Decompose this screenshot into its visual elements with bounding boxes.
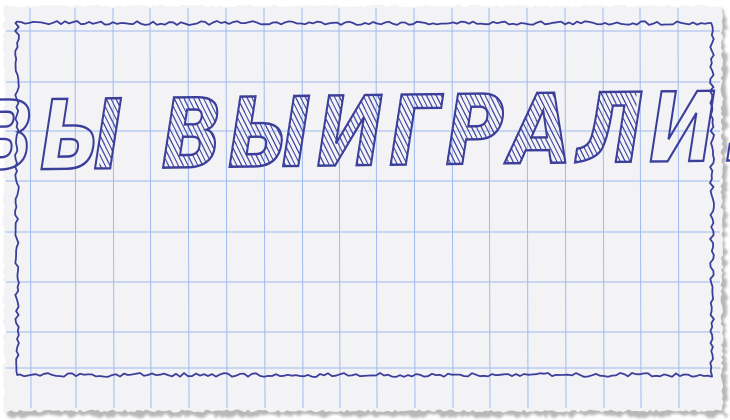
grid-line-vertical <box>263 7 266 409</box>
grid-line-vertical <box>413 7 416 409</box>
grid-line-vertical <box>375 7 378 409</box>
grid-line-vertical <box>677 7 680 409</box>
grid-line-vertical <box>526 7 529 409</box>
grid-line-vertical <box>639 7 642 409</box>
grid-line-vertical <box>29 7 32 409</box>
grid-line-vertical <box>225 7 228 409</box>
paper-sheet <box>2 4 724 413</box>
grid-line-vertical <box>112 7 115 409</box>
grid-line-vertical <box>602 7 605 409</box>
grid-lines <box>6 7 720 409</box>
grid-line-vertical <box>564 7 567 409</box>
grid-line-vertical <box>451 7 454 409</box>
grid-line-vertical <box>149 7 152 409</box>
grid-line-vertical <box>488 7 491 409</box>
grid-line-vertical <box>301 7 304 409</box>
grid-line-vertical <box>338 7 341 409</box>
win-message: ВЫ ВЫИГРАЛИ! <box>0 59 730 206</box>
ink-border <box>14 20 715 378</box>
grid-line-vertical <box>74 7 77 409</box>
grid-line-vertical <box>187 7 190 409</box>
